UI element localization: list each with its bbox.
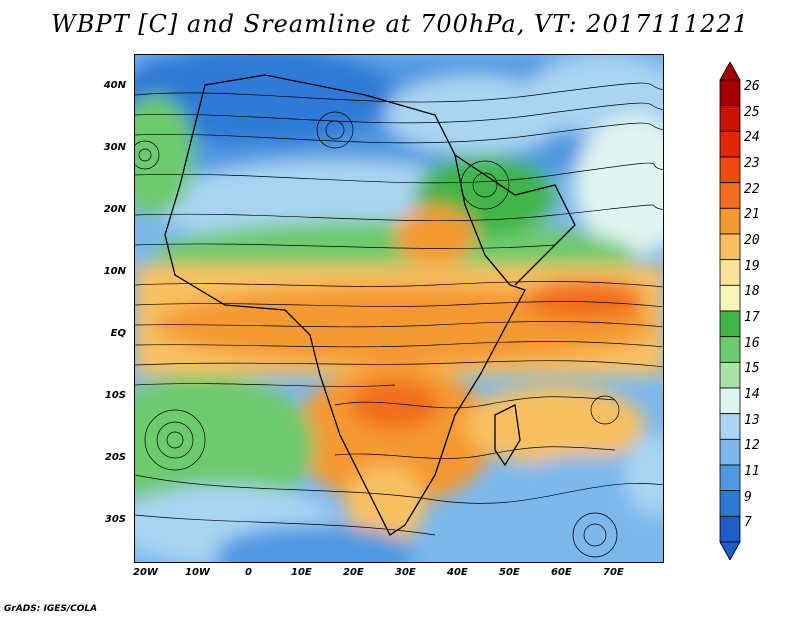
colorbar-swatch	[719, 156, 741, 184]
colorbar-label: 20	[744, 233, 760, 248]
colorbar	[719, 62, 741, 560]
lon-label-40e: 40E	[447, 567, 468, 578]
lon-label-0: 0	[245, 567, 252, 578]
colorbar-swatch	[719, 130, 741, 158]
colorbar-label: 15	[744, 361, 760, 377]
lon-label-10e: 10E	[291, 567, 312, 578]
lat-label-30s: 30S	[104, 514, 126, 525]
colorbar-top-arrow	[719, 62, 741, 81]
footer-credit: GrADS: IGES/COLA	[4, 604, 98, 614]
chart-title: WBPT [C] and Sreamline at 700hPa, VT: 20…	[51, 10, 749, 38]
colorbar-swatch	[719, 438, 741, 466]
lon-label-70e: 70E	[603, 567, 624, 578]
colorbar-swatch	[719, 413, 741, 440]
lat-label-eq: EQ	[110, 328, 126, 339]
lon-label-20e: 20E	[343, 567, 364, 578]
colorbar-swatch	[719, 515, 741, 543]
wbpt-field-map	[135, 55, 663, 562]
colorbar-label: 17	[744, 310, 760, 325]
colorbar-label: 18	[744, 284, 760, 300]
colorbar-label: 25	[744, 104, 760, 120]
lat-label-40n: 40N	[103, 80, 126, 91]
colorbar-swatch	[719, 361, 741, 389]
colorbar-swatch	[719, 336, 741, 363]
colorbar-label: 13	[744, 412, 760, 428]
colorbar-swatch	[719, 233, 741, 261]
colorbar-label: 26	[744, 79, 760, 94]
colorbar-swatch	[719, 284, 741, 312]
colorbar-swatch	[719, 464, 741, 492]
colorbar-swatch	[719, 310, 741, 338]
coastlines	[164, 74, 576, 536]
lat-label-20s: 20S	[104, 452, 126, 463]
colorbar-swatch	[719, 79, 741, 107]
lon-label-20w: 20W	[133, 567, 158, 578]
colorbar-label: 22	[744, 181, 760, 197]
lon-label-10w: 10W	[185, 567, 210, 578]
colorbar-bottom-arrow	[719, 541, 741, 560]
colorbar-swatch	[719, 207, 741, 235]
lat-label-20n: 20N	[103, 204, 126, 215]
lat-label-30n: 30N	[103, 142, 126, 153]
colorbar-label: 7	[744, 515, 752, 531]
colorbar-swatch	[719, 182, 741, 209]
colorbar-label: 23	[744, 156, 760, 171]
colorbar-swatch	[719, 387, 741, 415]
map-panel	[134, 54, 664, 563]
colorbar-swatch	[719, 490, 741, 517]
colorbar-label: 16	[744, 335, 760, 351]
colorbar-swatch	[719, 105, 741, 132]
colorbar-label: 24	[744, 130, 760, 146]
colorbar-label: 21	[744, 207, 760, 223]
colorbar-label: 12	[744, 438, 760, 454]
colorbar-label: 19	[744, 258, 760, 274]
lat-label-10s: 10S	[104, 390, 126, 401]
lat-label-10n: 10N	[103, 266, 126, 277]
colorbar-label: 14	[744, 387, 760, 402]
streamlines	[135, 82, 663, 558]
lon-label-60e: 60E	[551, 567, 572, 578]
colorbar-label: 9	[744, 489, 752, 505]
lon-label-50e: 50E	[499, 567, 520, 578]
colorbar-label: 11	[744, 464, 760, 479]
lon-label-30e: 30E	[395, 567, 416, 578]
colorbar-swatch	[719, 259, 741, 286]
